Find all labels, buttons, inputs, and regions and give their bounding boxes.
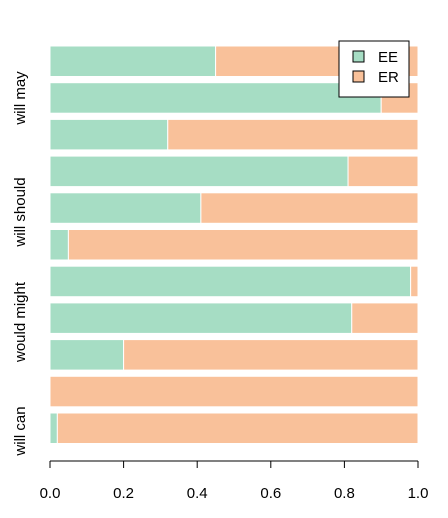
bar-er-2 <box>123 339 419 371</box>
legend: EE ER <box>338 40 410 98</box>
bar-er-5 <box>67 229 419 261</box>
bar-er-6 <box>200 192 419 224</box>
x-tick-label-0: 0.0 <box>40 485 61 502</box>
bar-ee-4 <box>49 265 412 298</box>
bar-ee-10 <box>49 45 217 77</box>
legend-swatch-er <box>352 70 365 83</box>
bars-group <box>49 45 419 444</box>
bar-er-4 <box>410 265 419 298</box>
legend-box <box>338 40 410 98</box>
bar-ee-5 <box>49 229 69 261</box>
bar-ee-9 <box>49 82 382 114</box>
bar-er-0 <box>56 412 419 444</box>
y-label-3: will may <box>12 71 29 126</box>
x-tick-label-1: 0.2 <box>113 485 134 502</box>
bar-ee-2 <box>49 339 125 371</box>
bar-ee-3 <box>49 302 353 334</box>
bar-er-1 <box>49 375 419 408</box>
legend-label-er: ER <box>378 69 399 86</box>
legend-label-ee: EE <box>378 49 398 66</box>
bar-er-7 <box>347 155 419 188</box>
y-label-2: will should <box>12 177 29 247</box>
bar-er-3 <box>351 302 419 334</box>
x-axis: 0.0 0.2 0.4 0.6 0.8 1.0 <box>40 460 429 502</box>
y-label-0: will can <box>12 406 29 456</box>
bar-ee-0 <box>49 412 58 444</box>
x-tick-label-5: 1.0 <box>408 485 429 502</box>
y-axis-labels: will can would might will should will may <box>12 71 29 457</box>
bar-er-8 <box>167 118 419 151</box>
bar-ee-8 <box>49 118 169 151</box>
x-tick-label-2: 0.4 <box>187 485 208 502</box>
bar-ee-6 <box>49 192 202 224</box>
y-label-1: would might <box>12 281 29 363</box>
legend-swatch-ee <box>352 50 365 63</box>
x-tick-label-3: 0.6 <box>260 485 281 502</box>
bar-ee-7 <box>49 155 349 188</box>
x-tick-label-4: 0.8 <box>334 485 355 502</box>
